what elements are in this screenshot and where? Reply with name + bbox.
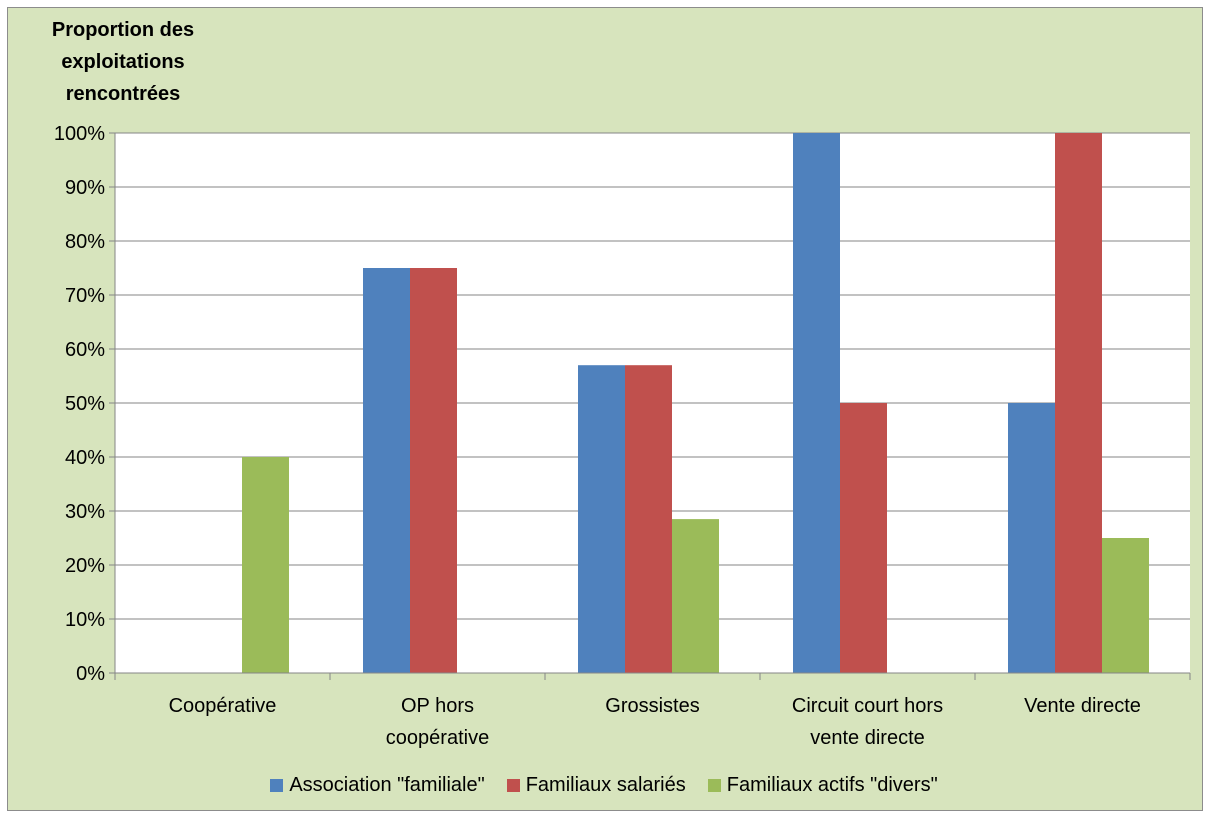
bar	[793, 133, 840, 673]
bar	[242, 457, 289, 673]
legend-label: Familiaux actifs "divers"	[726, 773, 938, 796]
bars	[242, 133, 1149, 673]
y-tick-label: 10%	[65, 609, 105, 631]
legend-item: Familiaux salariés	[506, 773, 686, 797]
bar	[1055, 133, 1102, 673]
x-tick-label: Coopérative	[169, 695, 277, 717]
y-tick-label: 20%	[65, 555, 105, 577]
tick-labels: 0% 10% 20% 30% 40% 50% 60% 70% 80% 90% 100% Coopéra…	[54, 123, 1141, 749]
x-tick-label: Circuit court hors vente directe	[792, 695, 943, 749]
y-tick-label: 60%	[65, 339, 105, 361]
legend-item: Association "familiale"	[270, 773, 485, 797]
y-tick-label: 0%	[76, 663, 105, 685]
y-tick-label: 70%	[65, 285, 105, 307]
legend-swatch	[506, 778, 520, 792]
legend: Association "familiale" Familiaux salarié…	[0, 768, 1208, 802]
y-tick-label: 40%	[65, 447, 105, 469]
legend-item: Familiaux actifs "divers"	[707, 773, 938, 797]
bar	[1008, 403, 1055, 673]
legend-swatch	[270, 778, 284, 792]
y-tick-label: 90%	[65, 177, 105, 199]
bar	[363, 268, 410, 673]
bar	[625, 365, 672, 673]
legend-label: Association "familiale"	[289, 773, 485, 796]
bar	[840, 403, 887, 673]
y-tick-label: 30%	[65, 501, 105, 523]
bar	[672, 519, 719, 673]
legend-swatch	[707, 778, 721, 792]
y-axis-label: Proportion des exploitations rencontrées	[51, 19, 195, 105]
x-tick-label: Vente directe	[1024, 695, 1141, 717]
x-tick-label: OP hors coopérative	[386, 695, 489, 749]
y-tick-label: 50%	[65, 393, 105, 415]
y-tick-label: 100%	[54, 123, 105, 145]
legend-label: Familiaux salariés	[525, 773, 686, 796]
bar	[578, 365, 625, 673]
y-tick-label: 80%	[65, 231, 105, 253]
bar	[410, 268, 457, 673]
x-tick-label: Grossistes	[605, 695, 699, 717]
bar	[1102, 538, 1149, 673]
axes	[109, 132, 1191, 680]
